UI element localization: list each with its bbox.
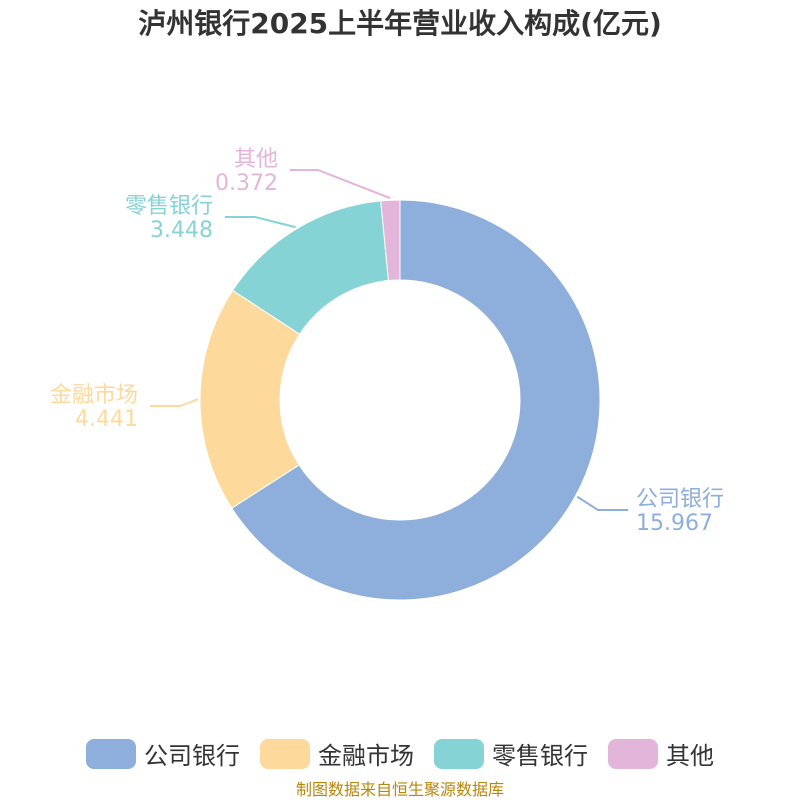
data-source-note: 制图数据来自恒生聚源数据库	[0, 776, 800, 800]
slice-category-label: 其他	[234, 147, 278, 172]
legend-item-gongsi[interactable]: 公司银行	[86, 736, 240, 771]
legend-item-qita[interactable]: 其他	[608, 736, 714, 771]
legend: 公司银行 金融市场 零售银行 其他	[0, 736, 800, 771]
slice-value-label: 3.448	[150, 218, 213, 243]
slice-category-label: 零售银行	[125, 194, 213, 219]
legend-item-lingshou[interactable]: 零售银行	[434, 736, 588, 771]
legend-swatch	[608, 739, 658, 769]
legend-label: 金融市场	[318, 736, 414, 771]
leader-line	[225, 217, 296, 227]
leader-line	[150, 399, 198, 406]
slice-category-label: 公司银行	[636, 487, 724, 512]
legend-label: 其他	[666, 736, 714, 771]
slice-value-label: 15.967	[636, 511, 713, 536]
legend-label: 公司银行	[144, 736, 240, 771]
leader-line	[577, 497, 628, 510]
legend-swatch	[86, 739, 136, 769]
leader-line	[290, 170, 390, 198]
slice-value-label: 4.441	[75, 407, 138, 432]
slice-value-label: 0.372	[215, 171, 278, 196]
legend-label: 零售银行	[492, 736, 588, 771]
slice-category-label: 金融市场	[50, 383, 138, 408]
legend-swatch	[434, 739, 484, 769]
legend-swatch	[260, 739, 310, 769]
legend-item-jinrong[interactable]: 金融市场	[260, 736, 414, 771]
